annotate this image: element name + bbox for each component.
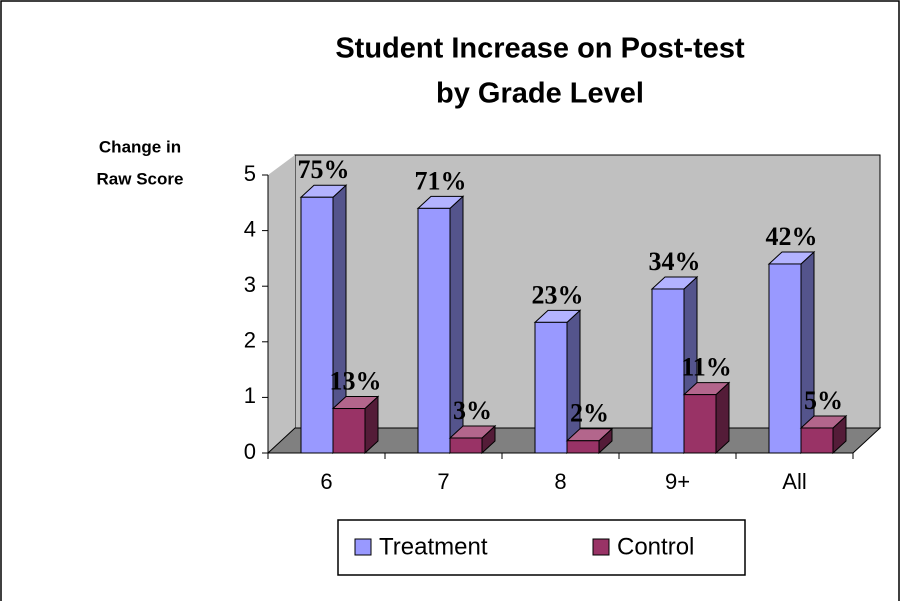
legend-label: Treatment (379, 533, 488, 560)
bar (683, 394, 717, 454)
bar (566, 440, 600, 454)
y-tick-label: 0 (244, 439, 256, 464)
y-axis-label: Change in (99, 137, 181, 156)
y-tick-label: 4 (244, 216, 256, 241)
data-label: 75% (298, 155, 350, 184)
data-label: 23% (532, 280, 584, 309)
legend-swatch (592, 538, 610, 556)
y-tick-label: 2 (244, 328, 256, 353)
y-axis-label: Raw Score (97, 169, 184, 188)
bar (768, 263, 802, 454)
bar (449, 437, 483, 454)
x-tick-label: 9+ (665, 469, 690, 494)
data-label: 5% (804, 386, 843, 415)
data-label: 42% (766, 222, 818, 251)
data-label: 13% (330, 366, 382, 395)
x-tick-label: 7 (437, 469, 449, 494)
x-tick-label: All (782, 469, 806, 494)
legend-swatch (354, 538, 372, 556)
y-tick-label: 3 (244, 272, 256, 297)
y-tick-label: 1 (244, 383, 256, 408)
bar (417, 207, 451, 454)
chart-title: Student Increase on Post-test (335, 33, 745, 65)
data-label: 3% (453, 396, 492, 425)
data-label: 34% (649, 247, 701, 276)
data-label: 11% (681, 353, 732, 382)
legend-label: Control (617, 533, 694, 560)
data-label: 71% (415, 166, 467, 195)
x-tick-label: 6 (320, 469, 332, 494)
chart-title: by Grade Level (436, 78, 644, 110)
side-wall (268, 155, 295, 453)
bar (800, 427, 834, 454)
data-label: 2% (570, 399, 609, 428)
bar (534, 321, 568, 454)
bar (300, 196, 334, 454)
legend (337, 519, 746, 576)
bar (651, 288, 685, 454)
x-tick-label: 8 (554, 469, 566, 494)
bar (332, 408, 366, 454)
y-tick-label: 5 (244, 161, 256, 186)
